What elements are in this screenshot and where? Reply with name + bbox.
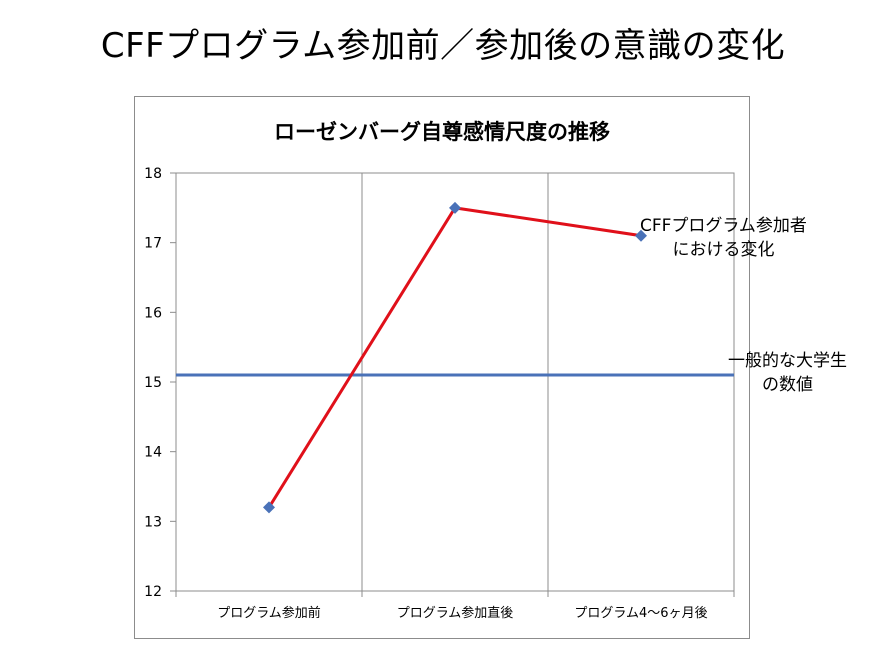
data-point-marker xyxy=(263,501,275,514)
slide-title: CFFプログラム参加前／参加後の意識の変化 xyxy=(100,26,786,66)
y-tick-label: 18 xyxy=(144,166,162,182)
chart-frame xyxy=(134,96,750,639)
y-tick-label: 15 xyxy=(144,375,162,391)
reference-label-line-2: の数値 xyxy=(762,375,813,395)
x-tick-label: プログラム参加前 xyxy=(217,605,321,621)
series-label: CFFプログラム参加者 における変化 xyxy=(640,214,807,262)
series-line xyxy=(267,206,642,509)
y-tick-label: 12 xyxy=(144,584,162,600)
y-tick-label: 16 xyxy=(144,305,162,321)
y-tick-label: 17 xyxy=(144,236,162,252)
y-tick-label: 14 xyxy=(144,445,162,461)
x-tick-label: プログラム参加直後 xyxy=(397,605,514,621)
series-label-line-1: CFFプログラム参加者 xyxy=(640,216,807,236)
data-point-marker xyxy=(449,201,461,214)
reference-line-label: 一般的な大学生 の数値 xyxy=(728,349,847,397)
chart-title: ローゼンバーグ自尊感情尺度の推移 xyxy=(274,120,610,144)
reference-label-line-1: 一般的な大学生 xyxy=(728,351,847,371)
x-tick-label: プログラム4〜6ヶ月後 xyxy=(574,606,707,621)
series-label-line-2: における変化 xyxy=(672,240,775,260)
y-tick-label: 13 xyxy=(144,514,162,530)
data-point-marker xyxy=(635,229,647,242)
